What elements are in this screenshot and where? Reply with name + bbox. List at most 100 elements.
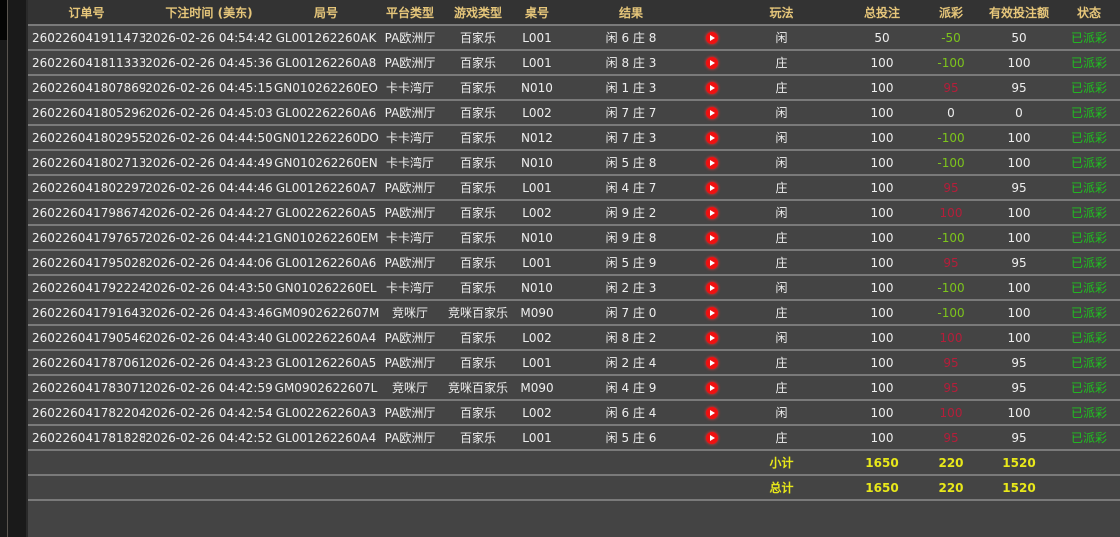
round-id-cell: GL001262260A8 [273,50,379,76]
game-type-cell: 百家乐 [441,100,515,126]
play-video-icon[interactable] [706,57,718,69]
round-id-cell: GN010262260EN [273,150,379,176]
replay-cell [703,25,721,51]
play-video-icon[interactable] [706,182,718,194]
table-no-cell: N010 [515,75,559,101]
play-video-icon[interactable] [706,107,718,119]
replay-cell [703,325,721,351]
table-row: 260226041791643 2026-02-26 04:43:46 GM0902… [28,300,1120,326]
platform-cell: 卡卡湾厅 [379,275,441,301]
play-video-icon[interactable] [706,307,718,319]
bet-time-cell: 2026-02-26 04:54:42 [145,25,273,51]
bet-type-cell: 闲 [721,400,842,426]
round-id-cell: GL001262260AK [273,25,379,51]
status-cell: 已派彩 [1058,200,1120,226]
play-video-icon[interactable] [706,207,718,219]
game-type-cell: 百家乐 [441,175,515,201]
table-row: 260226041792224 2026-02-26 04:43:50 GN0102… [28,275,1120,301]
result-cell: 闲 7 庄 7 [559,100,703,126]
total-bet-cell: 100 [842,175,922,201]
game-type-cell: 百家乐 [441,225,515,251]
payout-cell: -100 [922,300,980,326]
header-status: 状态 [1058,0,1120,26]
bet-type-cell: 闲 [721,275,842,301]
game-type-cell: 竞咪百家乐 [441,300,515,326]
bet-records-table-container: 订单号 下注时间 (美东) 局号 平台类型 游戏类型 桌号 结果 玩法 总投注 … [28,0,1120,501]
platform-cell: PA欧洲厅 [379,50,441,76]
game-type-cell: 百家乐 [441,200,515,226]
platform-cell: PA欧洲厅 [379,350,441,376]
play-video-icon[interactable] [706,132,718,144]
total-bet-cell: 100 [842,50,922,76]
result-cell: 闲 5 庄 9 [559,250,703,276]
round-id-cell: GL002262260A5 [273,200,379,226]
bet-type-cell: 庄 [721,175,842,201]
header-time: 下注时间 (美东) [145,0,273,26]
subtotal-row: 小计 1650 220 1520 [28,450,1120,476]
total-bet-cell: 100 [842,75,922,101]
play-video-icon[interactable] [706,357,718,369]
result-cell: 闲 1 庄 3 [559,75,703,101]
valid-bet-cell: 95 [980,350,1058,376]
bet-type-cell: 庄 [721,50,842,76]
empty-cell [703,450,721,476]
result-cell: 闲 7 庄 0 [559,300,703,326]
valid-bet-cell: 95 [980,75,1058,101]
valid-bet-cell: 95 [980,425,1058,451]
order-id-cell: 260226041798674 [28,200,145,226]
bet-type-cell: 庄 [721,375,842,401]
round-id-cell: GL001262260A6 [273,250,379,276]
empty-cell [273,475,379,501]
play-video-icon[interactable] [706,257,718,269]
bet-time-cell: 2026-02-26 04:45:15 [145,75,273,101]
empty-cell [515,475,559,501]
platform-cell: PA欧洲厅 [379,200,441,226]
total-bet-cell: 100 [842,200,922,226]
total-bet-cell: 100 [842,325,922,351]
game-type-cell: 百家乐 [441,350,515,376]
game-type-cell: 百家乐 [441,275,515,301]
replay-cell [703,425,721,451]
replay-cell [703,100,721,126]
empty-cell [559,475,703,501]
platform-cell: 竞咪厅 [379,300,441,326]
play-video-icon[interactable] [706,157,718,169]
valid-bet-cell: 100 [980,400,1058,426]
order-id-cell: 260226041811333 [28,50,145,76]
payout-cell: 100 [922,200,980,226]
replay-cell [703,250,721,276]
game-type-cell: 百家乐 [441,250,515,276]
subtotal-payout: 220 [922,450,980,476]
payout-cell: -100 [922,125,980,151]
play-video-icon[interactable] [706,232,718,244]
payout-cell: -100 [922,275,980,301]
replay-cell [703,175,721,201]
play-video-icon[interactable] [706,32,718,44]
play-video-icon[interactable] [706,82,718,94]
status-cell: 已派彩 [1058,375,1120,401]
table-row: 260226041805296 2026-02-26 04:45:03 GL0022… [28,100,1120,126]
platform-cell: 卡卡湾厅 [379,75,441,101]
play-video-icon[interactable] [706,432,718,444]
total-bet-cell: 50 [842,25,922,51]
table-row: 260226041798674 2026-02-26 04:44:27 GL0022… [28,200,1120,226]
table-no-cell: M090 [515,375,559,401]
play-video-icon[interactable] [706,332,718,344]
status-cell: 已派彩 [1058,50,1120,76]
play-video-icon[interactable] [706,282,718,294]
table-row: 260226041811333 2026-02-26 04:45:36 GL0012… [28,50,1120,76]
bet-time-cell: 2026-02-26 04:42:52 [145,425,273,451]
bet-time-cell: 2026-02-26 04:44:46 [145,175,273,201]
platform-cell: PA欧洲厅 [379,250,441,276]
header-table: 桌号 [515,0,559,26]
valid-bet-cell: 100 [980,50,1058,76]
status-cell: 已派彩 [1058,250,1120,276]
result-cell: 闲 2 庄 4 [559,350,703,376]
order-id-cell: 260226041787061 [28,350,145,376]
total-bet-cell: 100 [842,125,922,151]
play-video-icon[interactable] [706,382,718,394]
header-order: 订单号 [28,0,145,26]
play-video-icon[interactable] [706,407,718,419]
payout-cell: -50 [922,25,980,51]
game-type-cell: 百家乐 [441,25,515,51]
